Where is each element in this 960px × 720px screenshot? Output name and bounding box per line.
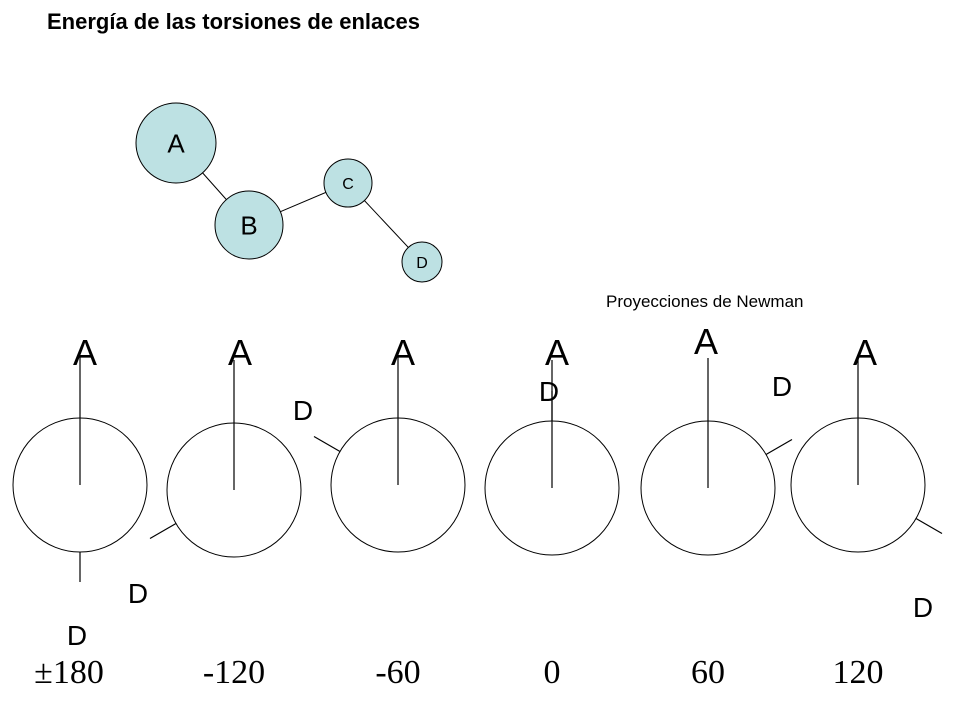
- atom-label-d: D: [416, 255, 428, 272]
- back-bond-d: [915, 517, 943, 535]
- atom-a: [135, 102, 217, 184]
- dihedral-angle-label: 0: [544, 654, 561, 691]
- newman-projection: AD±180: [12, 332, 148, 691]
- front-atom-label: A: [391, 332, 415, 373]
- diagram-title: Energía de las torsiones de enlaces: [47, 9, 420, 34]
- atom-label-c: C: [342, 176, 354, 193]
- dihedral-angle-label: -60: [375, 654, 420, 691]
- newman-projection: A D 60: [640, 321, 793, 691]
- back-atom-label: D: [772, 371, 792, 402]
- atom-label-b: B: [240, 210, 257, 240]
- front-atom-label: A: [694, 321, 718, 362]
- dihedral-angle-label: -120: [203, 654, 265, 691]
- dihedral-angle-label: ±180: [34, 654, 104, 691]
- atom-label-a: A: [167, 128, 185, 158]
- back-atom-label: D: [293, 395, 313, 426]
- back-atom-label: D: [913, 592, 933, 623]
- newman-projection: A D -60: [293, 332, 466, 691]
- front-atom-label: A: [853, 332, 877, 373]
- atom-b: [214, 190, 284, 260]
- newman-caption: Proyecciones de Newman: [606, 292, 804, 311]
- newman-projection: A D -120: [128, 332, 302, 691]
- front-atom-label: A: [73, 332, 97, 373]
- back-atom-label: D: [67, 620, 87, 651]
- back-atom-label: D: [128, 578, 148, 609]
- atom-c: [323, 158, 373, 208]
- front-atom-label: A: [228, 332, 252, 373]
- front-atom-label: A: [545, 332, 569, 373]
- molecule-model: A B C D: [135, 102, 443, 283]
- back-bond-d: [765, 438, 793, 456]
- back-atom-label: D: [539, 376, 559, 407]
- dihedral-angle-label: 60: [691, 654, 725, 691]
- dihedral-angle-label: 120: [833, 654, 884, 691]
- back-bond-d: [313, 435, 341, 453]
- newman-projection: AD 0: [484, 332, 620, 691]
- atom-d: [401, 241, 443, 283]
- newman-projection: A D 120: [790, 332, 943, 691]
- back-bond-d: [149, 522, 177, 540]
